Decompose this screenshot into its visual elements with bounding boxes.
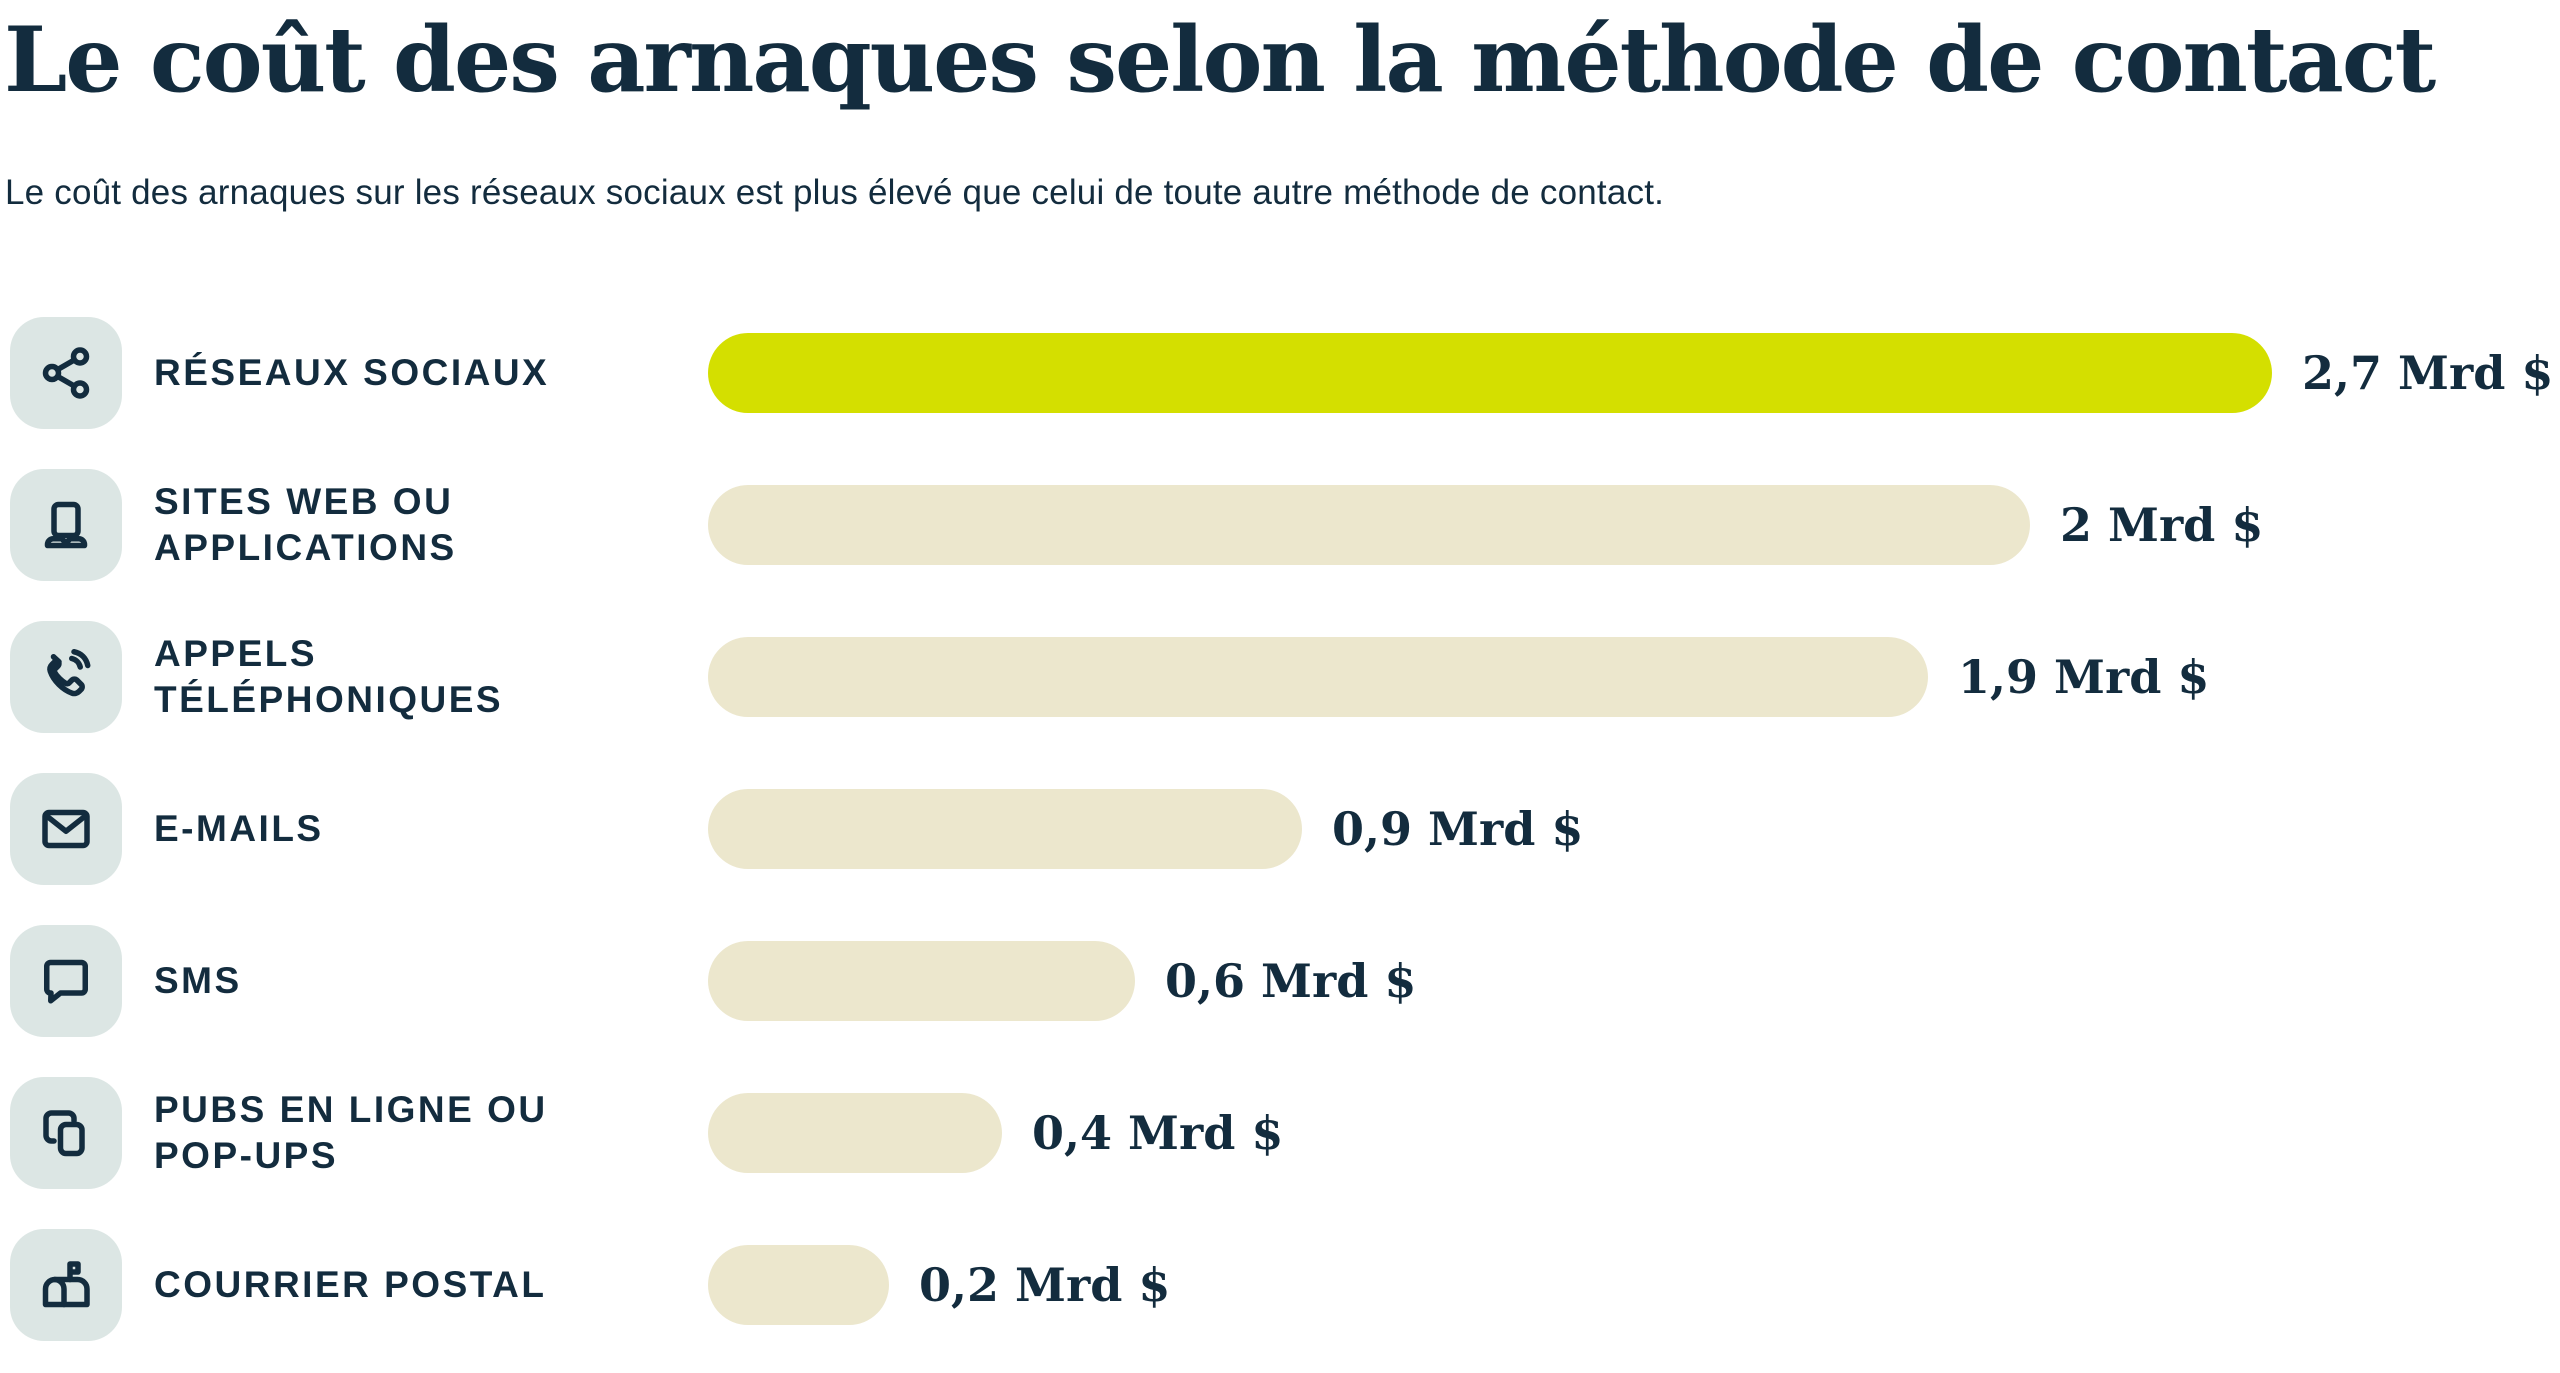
- category-label-line: SMS: [154, 959, 242, 1001]
- value-label: 0,2 Mrd $: [919, 1257, 1171, 1312]
- category-label-line: COURRIER POSTAL: [154, 1263, 547, 1305]
- value-label: 2 Mrd $: [2060, 497, 2264, 552]
- category-label-line: PUBS EN LIGNE OU: [154, 1088, 548, 1130]
- category-label: E-MAILS: [154, 806, 708, 852]
- category-label: PUBS EN LIGNE OU POP-UPS: [154, 1087, 708, 1180]
- value-bar: [708, 940, 1135, 1021]
- icon-tile: [10, 468, 122, 581]
- icon-tile: [10, 772, 122, 885]
- value-label: 0,9 Mrd $: [1332, 801, 1584, 856]
- value-bar: [708, 788, 1302, 869]
- bar-track: 0,4 Mrd $: [708, 1092, 2560, 1173]
- value-bar: [708, 1244, 889, 1325]
- speech-bubble-icon: [44, 959, 88, 1004]
- mailbox-icon: [42, 1261, 90, 1308]
- chart-row: PUBS EN LIGNE OU POP-UPS 0,4 Mrd $: [2, 1076, 2560, 1189]
- icon-tile: [10, 316, 122, 429]
- category-label: SITES WEB OU APPLICATIONS: [154, 479, 708, 572]
- bar-track: 2 Mrd $: [708, 484, 2560, 565]
- icon-tile: [10, 1076, 122, 1189]
- page-title: Le coût des arnaques selon la méthode de…: [4, 7, 2436, 113]
- category-label: APPELS TÉLÉPHONIQUES: [154, 631, 708, 724]
- value-bar: [708, 332, 2272, 413]
- bar-chart: RÉSEAUX SOCIAUX 2,7 Mrd $ SITES WEB OU AP…: [2, 316, 2560, 1341]
- category-label: RÉSEAUX SOCIAUX: [154, 350, 708, 396]
- chart-row: E-MAILS 0,9 Mrd $: [2, 772, 2560, 885]
- category-label-line: RÉSEAUX SOCIAUX: [154, 351, 550, 393]
- bar-track: 0,6 Mrd $: [708, 940, 2560, 1021]
- infographic: Le coût des arnaques selon la méthode de…: [0, 10, 2560, 1341]
- category-label: SMS: [154, 958, 708, 1004]
- icon-tile: [10, 620, 122, 733]
- value-label: 0,6 Mrd $: [1165, 953, 1417, 1008]
- share-icon: [42, 347, 90, 399]
- value-bar: [708, 484, 2030, 565]
- bar-track: 1,9 Mrd $: [708, 636, 2560, 717]
- envelope-icon: [42, 809, 90, 849]
- icon-tile: [10, 924, 122, 1037]
- popup-windows-icon: [43, 1110, 85, 1157]
- value-bar: [708, 636, 1928, 717]
- value-label: 2,7 Mrd $: [2302, 345, 2554, 400]
- chart-row: RÉSEAUX SOCIAUX 2,7 Mrd $: [2, 316, 2560, 429]
- value-label: 1,9 Mrd $: [1958, 649, 2210, 704]
- value-bar: [708, 1092, 1002, 1173]
- phone-call-icon: [47, 648, 91, 697]
- category-label-line: E-MAILS: [154, 807, 324, 849]
- value-label: 0,4 Mrd $: [1032, 1105, 1284, 1160]
- category-label-line: SITES WEB OU: [154, 480, 454, 522]
- category-label: COURRIER POSTAL: [154, 1262, 708, 1308]
- page-subtitle: Le coût des arnaques sur les réseaux soc…: [5, 172, 1665, 212]
- bar-track: 2,7 Mrd $: [708, 332, 2560, 413]
- laptop-icon: [44, 501, 88, 549]
- chart-row: SMS 0,6 Mrd $: [2, 924, 2560, 1037]
- bar-track: 0,2 Mrd $: [708, 1244, 2560, 1325]
- chart-row: SITES WEB OU APPLICATIONS 2 Mrd $: [2, 468, 2560, 581]
- chart-row: COURRIER POSTAL 0,2 Mrd $: [2, 1228, 2560, 1341]
- chart-row: APPELS TÉLÉPHONIQUES 1,9 Mrd $: [2, 620, 2560, 733]
- bar-track: 0,9 Mrd $: [708, 788, 2560, 869]
- category-label-line: APPLICATIONS: [154, 526, 457, 568]
- icon-tile: [10, 1228, 122, 1341]
- category-label-line: APPELS: [154, 632, 318, 674]
- category-label-line: TÉLÉPHONIQUES: [154, 678, 504, 720]
- category-label-line: POP-UPS: [154, 1134, 339, 1176]
